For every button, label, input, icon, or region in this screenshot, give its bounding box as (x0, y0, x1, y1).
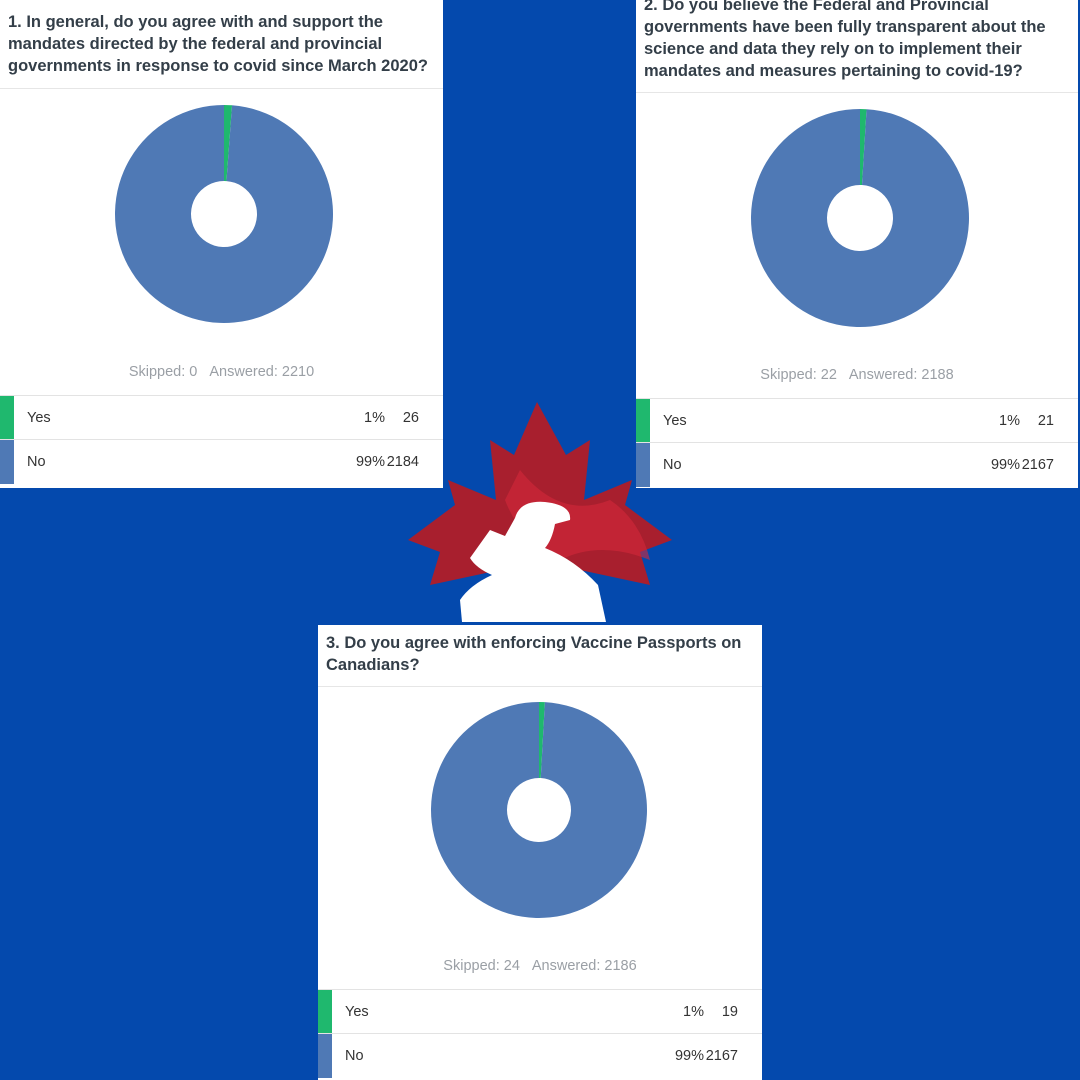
response-summary: Skipped: 0 Answered: 2210 (0, 364, 443, 380)
answer-row: Yes 1% 26 (0, 395, 443, 440)
legend-swatch (636, 443, 650, 487)
donut-slice (751, 109, 969, 327)
legend-swatch (0, 440, 14, 484)
answer-label: No (27, 454, 46, 470)
legend-swatch (636, 399, 650, 443)
donut-slice (224, 105, 233, 182)
donut-chart (751, 109, 969, 327)
answer-row: No 99% 2184 (0, 439, 443, 484)
question-title: 1. In general, do you agree with and sup… (8, 13, 428, 75)
answer-percent: 99% (674, 1048, 704, 1064)
answer-label: Yes (345, 1004, 369, 1020)
answer-count: 2167 (705, 1048, 738, 1064)
donut-slice (539, 702, 545, 779)
survey-panel: 3. Do you agree with enforcing Vaccine P… (318, 625, 762, 1080)
donut-chart (115, 105, 334, 323)
answer-label: Yes (27, 410, 51, 426)
donut-slice (431, 702, 647, 918)
legend-swatch (318, 1034, 332, 1078)
header-divider (318, 686, 762, 687)
legend-swatch (0, 396, 14, 440)
answer-percent: 99% (990, 457, 1020, 473)
answer-label: No (345, 1048, 364, 1064)
response-summary: Skipped: 24 Answered: 2186 (318, 958, 762, 974)
answer-row: No 99% 2167 (318, 1033, 762, 1078)
header-divider (636, 92, 1078, 93)
donut-chart (431, 702, 647, 918)
answer-row: No 99% 2167 (636, 442, 1078, 487)
summary-item: Answered: 2210 (209, 364, 315, 380)
donut-slice (115, 105, 334, 323)
answer-percent: 99% (355, 454, 385, 470)
summary-item: Skipped: 24 (443, 958, 520, 974)
answer-count: 19 (721, 1004, 738, 1020)
question-title: 3. Do you agree with enforcing Vaccine P… (326, 634, 742, 674)
question-title: 2. Do you believe the Federal and Provin… (644, 0, 1046, 80)
summary-item: Answered: 2188 (848, 367, 954, 383)
legend-swatch (318, 990, 332, 1034)
answer-row: Yes 1% 19 (318, 989, 762, 1034)
answer-count: 2184 (386, 454, 419, 470)
answer-percent: 1% (999, 413, 1020, 429)
answer-percent: 1% (683, 1004, 704, 1020)
answer-percent: 1% (364, 410, 385, 426)
survey-panel: 1. In general, do you agree with and sup… (0, 0, 443, 488)
donut-slice (860, 109, 867, 186)
header-divider (0, 88, 443, 89)
answer-label: No (663, 457, 682, 473)
summary-item: Answered: 2186 (531, 958, 637, 974)
answer-row: Yes 1% 21 (636, 398, 1078, 443)
response-summary: Skipped: 22 Answered: 2188 (636, 367, 1078, 383)
summary-item: Skipped: 22 (760, 367, 837, 383)
answer-count: 2167 (1021, 457, 1054, 473)
summary-item: Skipped: 0 (128, 364, 198, 380)
answer-count: 21 (1037, 413, 1054, 429)
answer-count: 26 (402, 410, 419, 426)
answer-label: Yes (663, 413, 687, 429)
survey-panel: 2. Do you believe the Federal and Provin… (636, 0, 1078, 488)
